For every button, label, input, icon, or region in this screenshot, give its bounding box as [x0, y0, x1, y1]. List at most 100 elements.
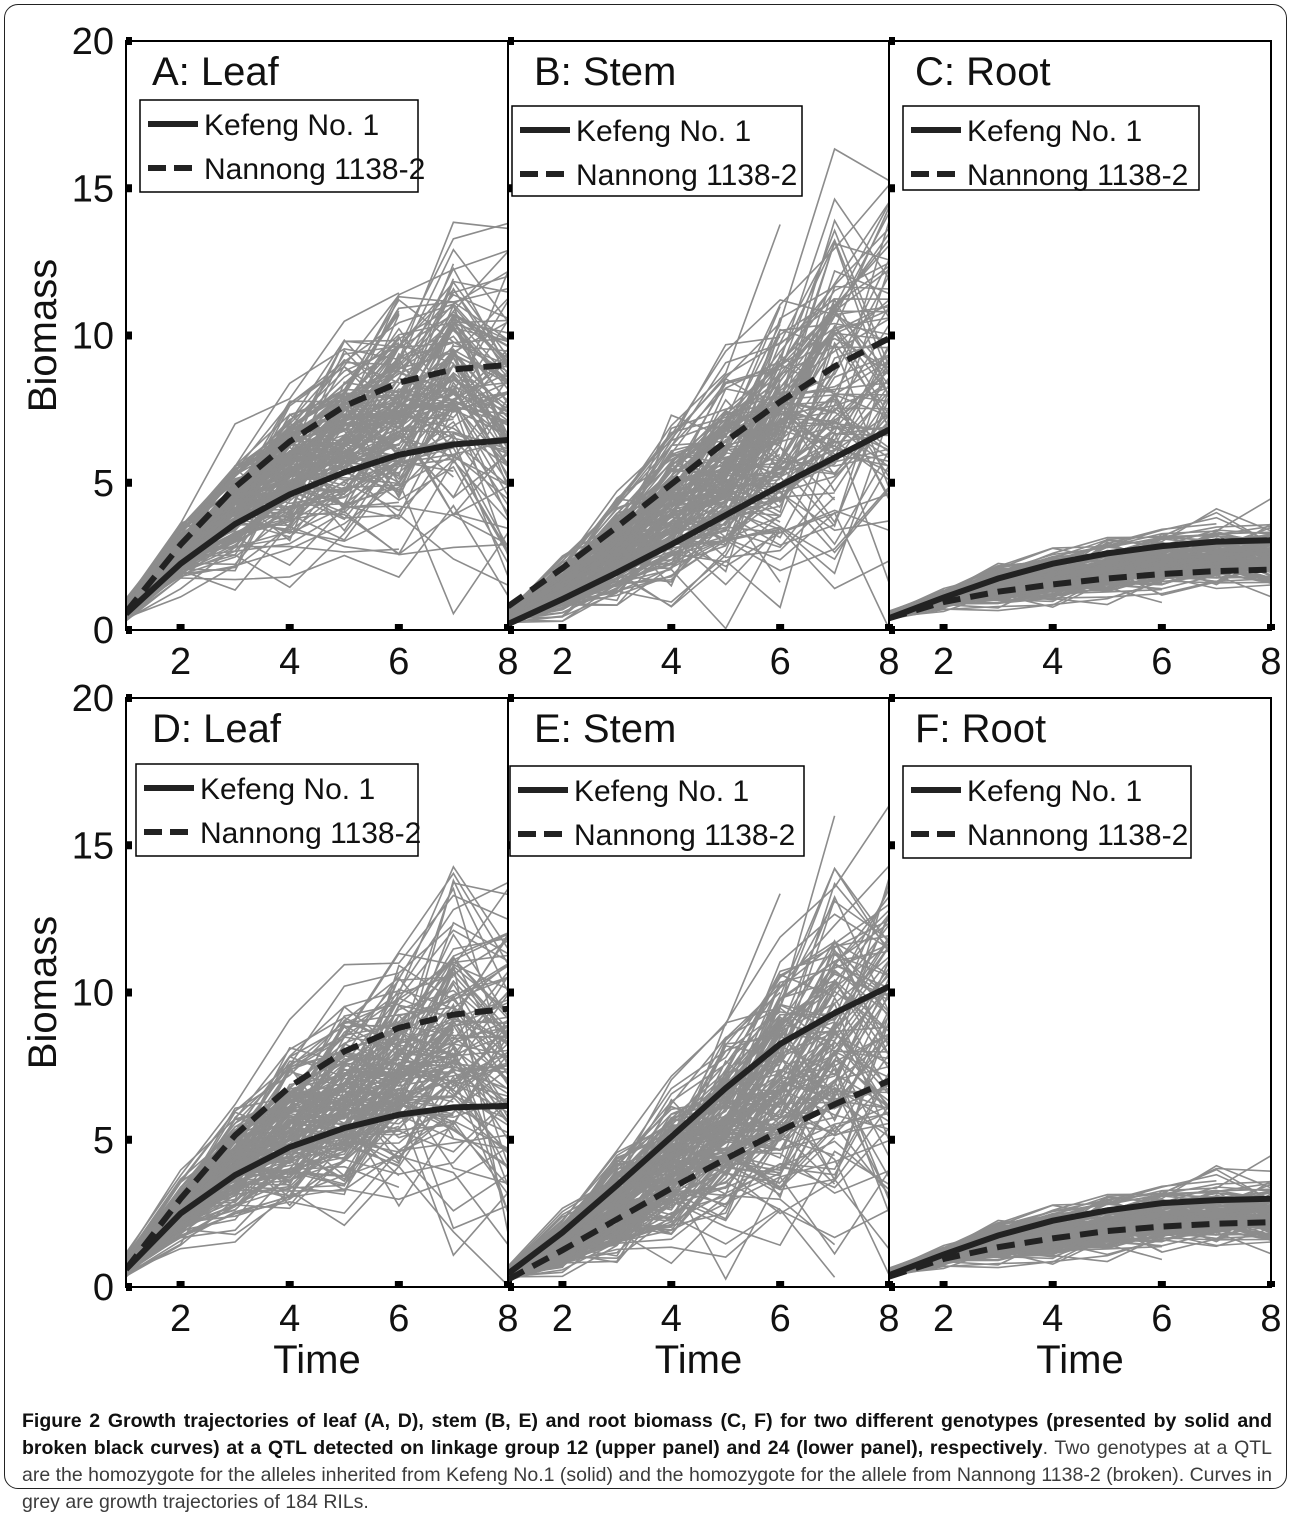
x-tick	[939, 624, 948, 630]
x-tick-label: 6	[1151, 641, 1172, 683]
ril-curve	[508, 1139, 889, 1279]
y-tick	[889, 1283, 895, 1291]
x-tick	[285, 1281, 294, 1287]
x-tick-label: 8	[1260, 1298, 1281, 1340]
ril-curve	[508, 299, 889, 612]
legend-box	[139, 99, 419, 193]
x-tick-label: 4	[1042, 641, 1063, 683]
ril-curve	[126, 1005, 508, 1262]
ril-curve	[508, 893, 781, 1270]
x-tick-label: 4	[661, 1298, 682, 1340]
y-tick	[126, 988, 132, 997]
ril-curve	[126, 1006, 508, 1269]
ril-curve	[508, 354, 889, 620]
kefeng-curve	[126, 437, 508, 617]
ril-curve	[508, 437, 781, 620]
legend-box	[509, 765, 805, 857]
ril-curve	[508, 415, 889, 620]
ril-curve	[126, 882, 508, 1257]
y-tick	[126, 331, 132, 340]
ril-curve	[508, 922, 889, 1274]
y-tick	[889, 1135, 895, 1144]
legend-label: Nannong 1138-2	[576, 159, 797, 192]
kefeng-curve	[889, 1195, 1271, 1279]
y-tick	[126, 1135, 132, 1144]
ril-curve	[508, 265, 889, 617]
ril-curve	[508, 442, 781, 619]
ril-curve	[889, 548, 1271, 617]
y-tick	[126, 626, 132, 634]
ril-curve	[126, 391, 508, 609]
panel-4: 2 4 6 8 0 5 10 15 20 Biomass Time D: Leaf Kefeng No.…	[21, 678, 519, 1382]
ril-curve	[126, 459, 400, 612]
y-tick	[126, 478, 132, 487]
ril-curve	[126, 894, 508, 1254]
ril-curve	[126, 1078, 508, 1273]
ril-curve	[126, 1106, 508, 1277]
ril-curve	[126, 504, 508, 620]
x-axis-label: Time	[1036, 1338, 1123, 1382]
legend-label: Nannong 1138-2	[200, 817, 421, 850]
x-tick-label: 4	[1042, 1298, 1063, 1340]
y-tick	[889, 841, 895, 850]
x-tick-label: 6	[388, 641, 409, 683]
x-tick-label: 4	[279, 641, 300, 683]
y-tick	[508, 478, 514, 487]
ril-curve	[126, 933, 508, 1263]
y-tick	[126, 841, 132, 850]
y-tick	[889, 988, 895, 997]
ril-curve	[508, 184, 889, 613]
y-tick	[508, 988, 514, 997]
x-axis-label: Time	[273, 1338, 360, 1382]
x-tick-label: 4	[661, 641, 682, 683]
kefeng-curve	[889, 537, 1271, 622]
legend-label: Nannong 1138-2	[967, 819, 1188, 852]
ril-curve	[508, 1082, 781, 1278]
y-tick	[508, 694, 514, 702]
ril-curve	[508, 1044, 781, 1273]
ril-curve	[508, 393, 889, 619]
x-tick-label: 6	[1151, 1298, 1172, 1340]
ril-curve	[508, 1170, 889, 1281]
ril-curve	[126, 871, 508, 1259]
x-tick-label: 2	[933, 641, 954, 683]
ril-curve	[126, 297, 508, 605]
x-tick-label: 6	[388, 1298, 409, 1340]
x-tick	[939, 1281, 948, 1287]
panel-title: A: Leaf	[152, 50, 280, 94]
x-tick	[1157, 624, 1166, 630]
ril-curve	[126, 1032, 508, 1267]
x-tick	[1048, 624, 1057, 630]
ril-curve	[508, 1122, 781, 1279]
y-tick	[889, 331, 895, 340]
ril-curve	[126, 545, 399, 618]
kefeng-curve	[508, 983, 889, 1277]
ril-curve	[126, 501, 399, 622]
x-tick-label: 2	[552, 641, 573, 683]
ril-curve	[889, 1188, 1271, 1272]
ril-curve	[508, 919, 889, 1270]
x-tick	[558, 624, 567, 630]
panel-title: C: Root	[915, 50, 1051, 94]
y-tick	[889, 478, 895, 487]
x-tick-label: 8	[1260, 641, 1281, 683]
legend-label: Kefeng No. 1	[200, 773, 375, 806]
y-tick-label: 0	[93, 1267, 114, 1309]
nannong-curve	[126, 361, 508, 615]
ril-trajectories	[126, 865, 508, 1287]
y-tick	[126, 1283, 132, 1291]
x-tick	[285, 624, 294, 630]
y-tick	[889, 694, 895, 702]
panel-title: D: Leaf	[152, 707, 282, 751]
ril-curve	[508, 971, 889, 1273]
x-tick	[394, 1281, 403, 1287]
legend-label: Nannong 1138-2	[967, 159, 1188, 192]
x-tick	[776, 624, 785, 630]
y-tick-label: 10	[72, 973, 114, 1015]
legend-label: Kefeng No. 1	[967, 115, 1142, 148]
ril-curve	[126, 433, 508, 617]
x-tick-label: 8	[878, 1298, 899, 1340]
x-tick-label: 8	[497, 641, 518, 683]
legend-box	[511, 105, 803, 197]
x-tick	[558, 1281, 567, 1287]
